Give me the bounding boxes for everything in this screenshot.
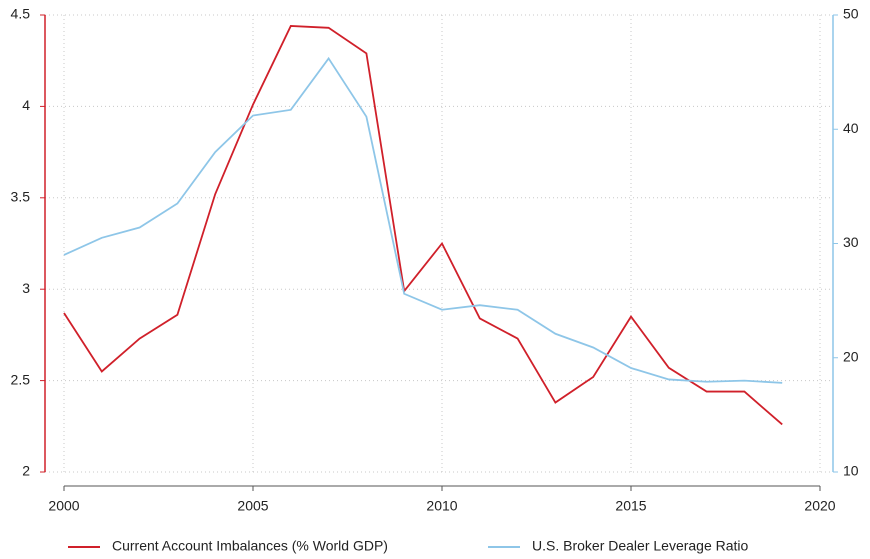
x-tick-label: 2015 <box>615 498 646 514</box>
series-line <box>63 25 783 426</box>
y2-tick-label: 10 <box>843 463 859 479</box>
legend-label: U.S. Broker Dealer Leverage Ratio <box>532 538 749 554</box>
x-tick-label: 2000 <box>48 498 79 514</box>
y2-tick-label: 40 <box>843 120 859 136</box>
x-tick-label: 2010 <box>426 498 457 514</box>
y-tick-label: 2 <box>22 463 30 479</box>
y2-tick-label: 50 <box>843 6 859 22</box>
y-tick-label: 2.5 <box>11 371 31 387</box>
x-tick-label: 2020 <box>804 498 835 514</box>
legend-label: Current Account Imbalances (% World GDP) <box>112 538 388 554</box>
x-tick-label: 2005 <box>237 498 268 514</box>
y-tick-label: 4.5 <box>11 6 31 22</box>
y-tick-label: 4 <box>22 97 30 113</box>
y2-tick-label: 20 <box>843 348 859 364</box>
y-tick-label: 3.5 <box>11 189 31 205</box>
series-line <box>63 56 783 384</box>
y2-tick-label: 30 <box>843 234 859 250</box>
y-tick-label: 3 <box>22 280 30 296</box>
